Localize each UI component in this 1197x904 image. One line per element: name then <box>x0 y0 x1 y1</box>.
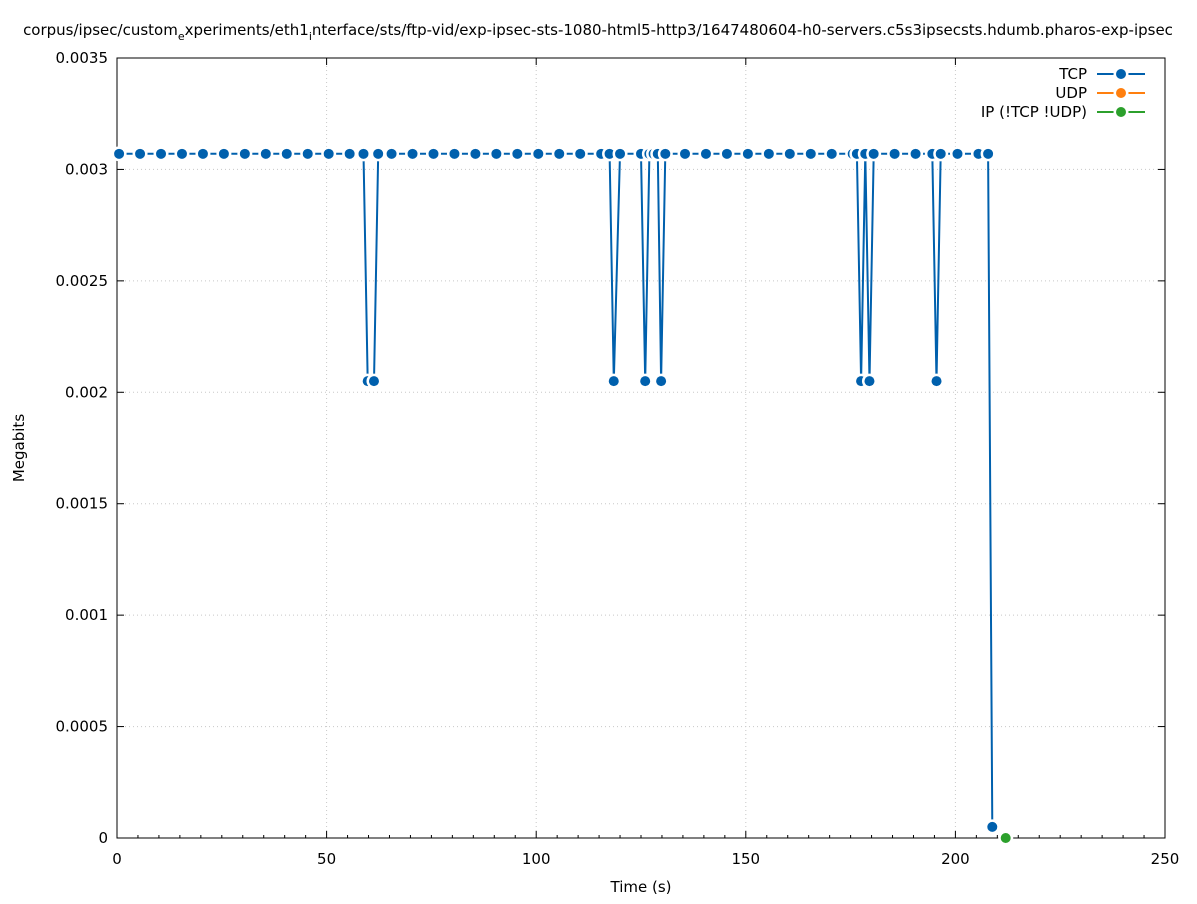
data-point <box>910 148 921 159</box>
y-tick-label: 0 <box>98 829 108 847</box>
data-point <box>1000 833 1011 843</box>
data-point <box>615 148 626 159</box>
legend-item: UDP <box>1055 84 1145 102</box>
y-tick-label: 0.001 <box>65 606 108 624</box>
data-point <box>608 376 619 387</box>
y-tick-label: 0.0025 <box>56 272 109 290</box>
data-point <box>373 148 384 159</box>
data-point <box>656 376 667 387</box>
y-tick-label: 0.0015 <box>56 495 109 513</box>
legend-marker <box>1116 88 1126 98</box>
series-layer <box>111 146 1014 846</box>
title-part-1: corpus/ipsec/custom <box>23 21 178 39</box>
y-tick-label: 0.0005 <box>56 718 109 736</box>
axis-ticks: 0 50 100 150 200 250 0 0.0005 0.001 0.0015 0.002 0.… <box>56 49 1180 868</box>
data-point <box>358 148 369 159</box>
data-point <box>575 148 586 159</box>
series-line <box>119 152 994 827</box>
data-point <box>784 148 795 159</box>
data-point <box>344 148 355 159</box>
y-tick-label: 0.002 <box>65 383 108 401</box>
data-point <box>176 148 187 159</box>
x-tick-label: 50 <box>317 850 336 868</box>
data-point <box>826 148 837 159</box>
data-point <box>197 148 208 159</box>
title-part-2: xperiments/eth1 <box>185 21 309 39</box>
legend-label: UDP <box>1055 84 1087 102</box>
title-sub-2: i <box>309 30 312 43</box>
chart-title: corpus/ipsec/customexperiments/eth1inter… <box>23 21 1173 43</box>
legend-marker <box>1116 107 1126 117</box>
data-point <box>302 148 313 159</box>
data-point <box>604 148 615 159</box>
data-point <box>491 148 502 159</box>
data-point <box>554 148 565 159</box>
data-point <box>721 148 732 159</box>
data-point <box>323 148 334 159</box>
data-point <box>660 148 671 159</box>
x-tick-label: 200 <box>941 850 970 868</box>
title-sub-1: e <box>178 30 185 43</box>
data-point <box>533 148 544 159</box>
data-point <box>640 376 651 387</box>
data-point <box>952 148 963 159</box>
data-point <box>135 148 146 159</box>
data-point <box>931 376 942 387</box>
x-tick-label: 100 <box>522 850 551 868</box>
x-axis-title: Time (s) <box>610 878 672 896</box>
data-point <box>763 148 774 159</box>
x-tick-label: 150 <box>731 850 760 868</box>
data-point <box>973 148 984 159</box>
x-tick-label: 0 <box>112 850 122 868</box>
data-point <box>470 148 481 159</box>
title-part-3: nterface/sts/ftp-vid/exp-ipsec-sts-1080-… <box>312 21 1173 39</box>
series-tcp <box>111 146 1000 835</box>
data-point <box>935 148 946 159</box>
data-point <box>983 148 994 159</box>
data-point <box>368 376 379 387</box>
data-point <box>742 148 753 159</box>
data-point <box>156 148 167 159</box>
data-point <box>680 148 691 159</box>
data-point <box>805 148 816 159</box>
legend-item: IP (!TCP !UDP) <box>981 103 1145 121</box>
data-point <box>864 376 875 387</box>
y-axis-title: Megabits <box>10 414 28 482</box>
data-point <box>260 148 271 159</box>
data-point <box>449 148 460 159</box>
data-point <box>239 148 250 159</box>
legend-label: IP (!TCP !UDP) <box>981 103 1087 121</box>
data-point <box>512 148 523 159</box>
legend-item: TCP <box>1058 65 1145 83</box>
x-tick-label: 250 <box>1151 850 1180 868</box>
data-point <box>281 148 292 159</box>
y-tick-label: 0.003 <box>65 160 108 178</box>
data-point <box>428 148 439 159</box>
data-point <box>114 148 125 159</box>
legend-label: TCP <box>1058 65 1087 83</box>
data-point <box>386 148 397 159</box>
legend-marker <box>1116 69 1126 79</box>
series-ip-tcp-udp- <box>998 830 1014 846</box>
data-point <box>700 148 711 159</box>
data-point <box>218 148 229 159</box>
data-point <box>889 148 900 159</box>
data-point <box>987 821 998 832</box>
y-tick-label: 0.0035 <box>56 49 109 67</box>
data-point <box>407 148 418 159</box>
data-point <box>868 148 879 159</box>
